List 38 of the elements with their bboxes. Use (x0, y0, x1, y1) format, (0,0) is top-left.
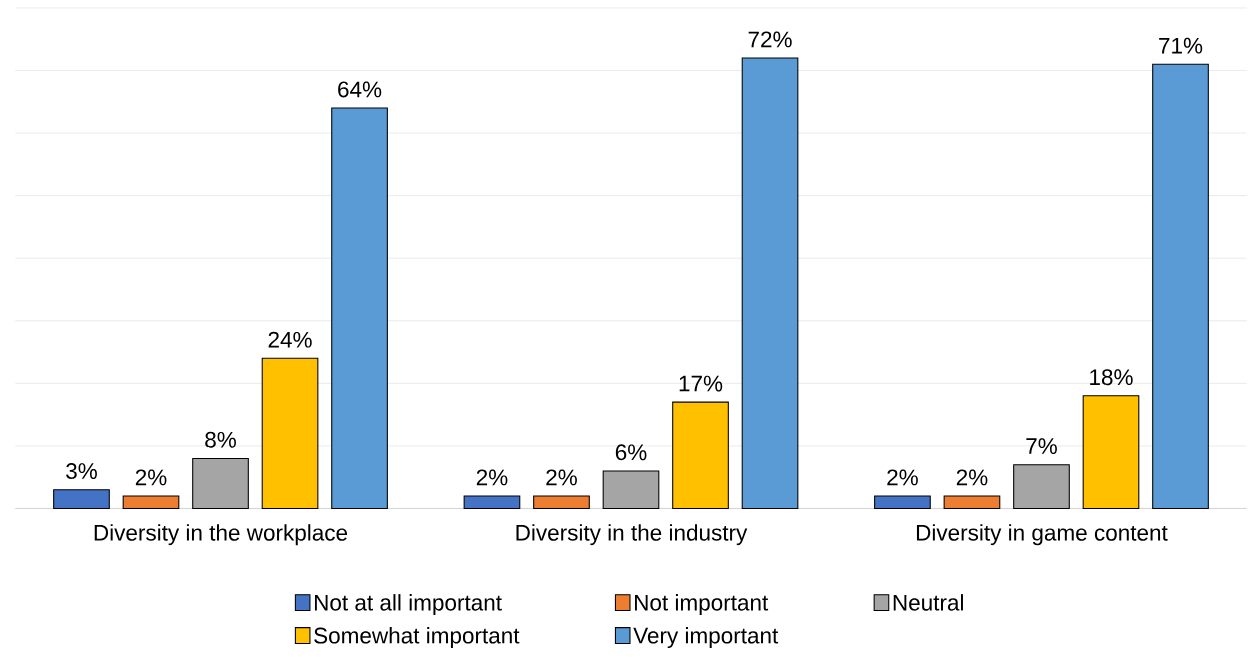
data-label: 6% (615, 444, 647, 461)
legend-label: Very important (633, 627, 779, 648)
x-tick-label: Diversity in game content (916, 524, 1168, 546)
bar (741, 57, 799, 509)
legend-label: Not at all important (314, 594, 502, 616)
bar (533, 495, 590, 509)
bar (463, 495, 521, 509)
data-label: 2% (956, 469, 988, 486)
bar (602, 470, 660, 509)
bar (672, 401, 729, 509)
bar (331, 107, 388, 509)
bar (261, 357, 319, 509)
legend-label: Neutral (893, 594, 963, 611)
bar (192, 457, 249, 509)
bar (53, 489, 110, 509)
bar (1082, 395, 1140, 509)
data-label: 64% (338, 81, 382, 98)
data-label: 2% (887, 469, 918, 486)
legend-label: Not important (635, 594, 769, 616)
data-label: 72% (748, 31, 792, 48)
bar (1013, 464, 1070, 509)
data-label: 18% (1090, 369, 1133, 386)
data-label: 3% (66, 463, 97, 479)
bar (1152, 63, 1209, 509)
bar (943, 495, 1001, 509)
bar (874, 495, 931, 509)
data-label: 2% (135, 469, 167, 486)
bar (122, 495, 180, 509)
x-tick-label: Diversity in the workplace (94, 524, 348, 546)
x-tick-label: Diversity in the industry (516, 524, 748, 546)
data-label: 17% (679, 375, 723, 392)
data-label: 2% (476, 469, 508, 486)
data-label: 2% (546, 469, 577, 486)
data-label: 8% (205, 431, 236, 448)
legend-label: Somewhat important (314, 627, 520, 648)
data-label: 24% (268, 331, 312, 348)
data-label: 71% (1159, 37, 1203, 54)
data-label: 7% (1026, 438, 1057, 454)
